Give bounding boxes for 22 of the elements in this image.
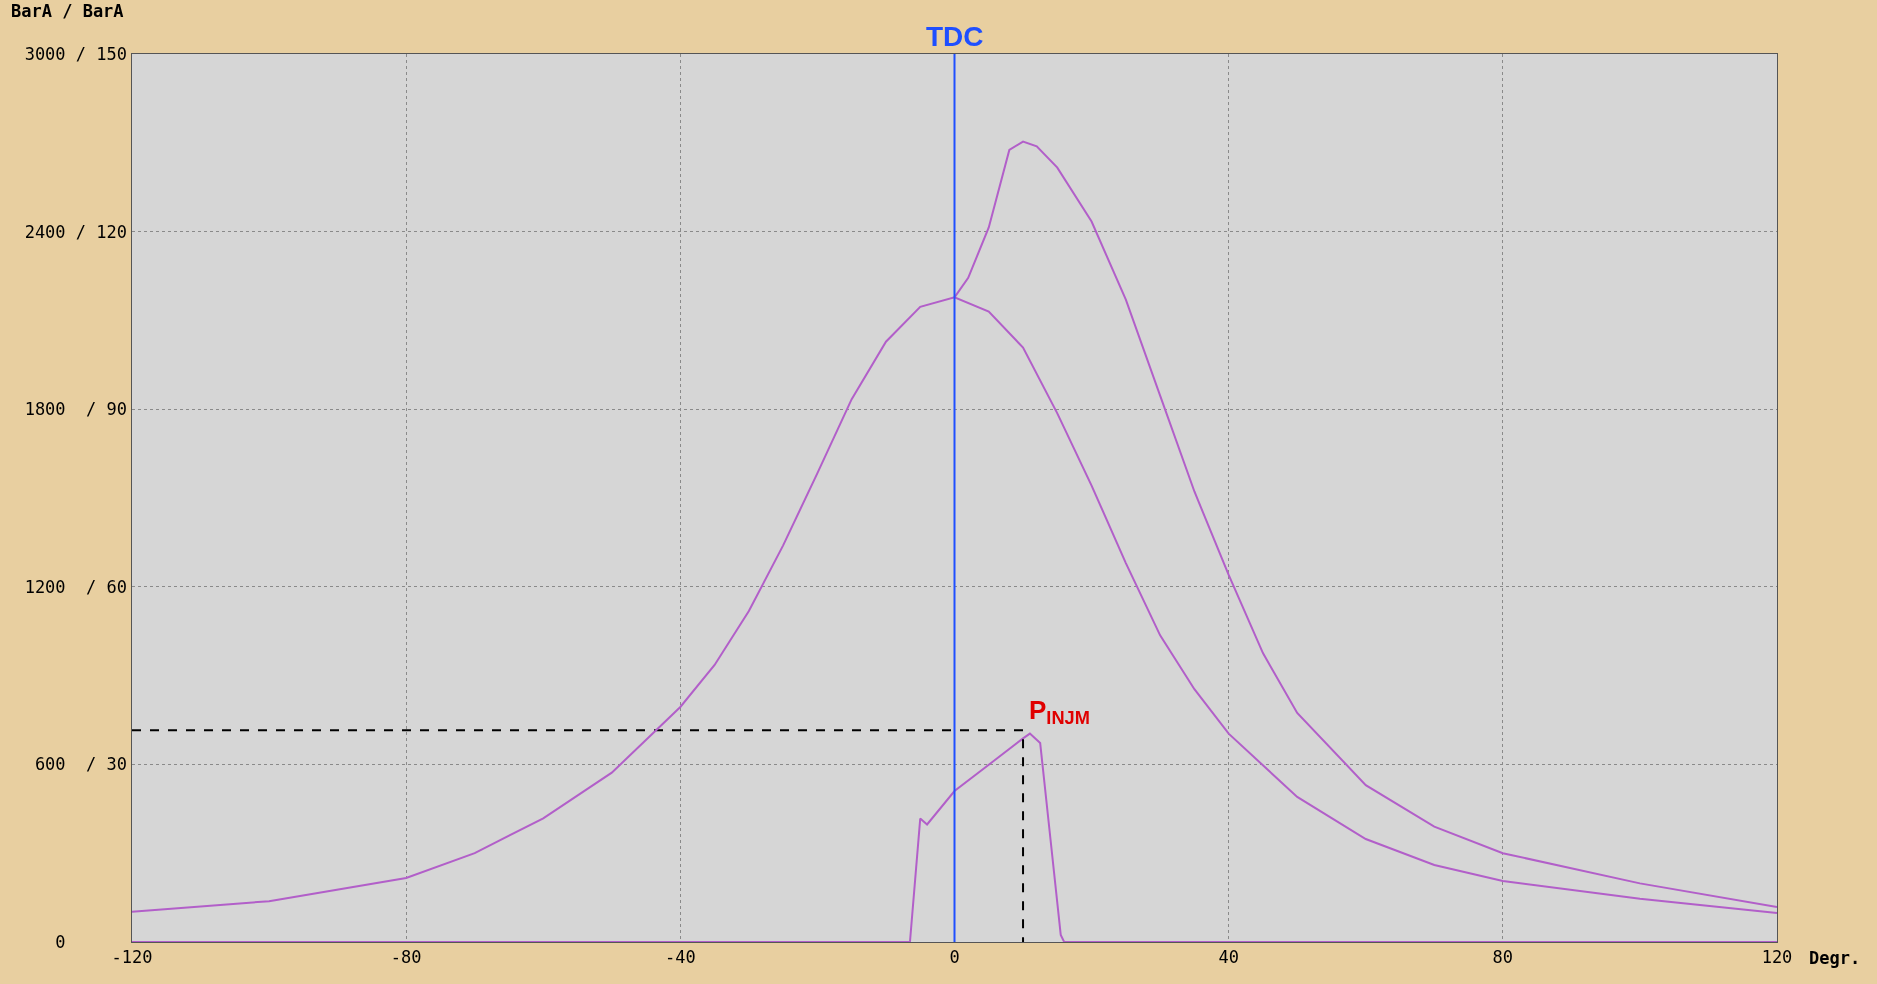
x-tick-label: -120 <box>111 947 153 968</box>
x-axis-title: Degr. <box>1809 948 1861 968</box>
y-tick-label: 1800 <box>24 399 66 420</box>
x-tick-label: 0 <box>949 947 960 968</box>
x-tick-label: 40 <box>1218 947 1239 968</box>
y2-tick-label: / 90 <box>86 399 127 420</box>
y-tick-label: 3000 <box>24 43 66 64</box>
y-tick-label: 1200 <box>24 576 66 597</box>
y2-tick-label: / 60 <box>86 576 127 597</box>
x-tick-label: 80 <box>1492 947 1514 968</box>
y2-tick-label: / 150 <box>75 43 127 64</box>
y2-tick-label: / 120 <box>75 221 127 242</box>
y-tick-label: 2400 <box>24 221 66 242</box>
y-tick-label: 600 <box>34 754 66 775</box>
annotation: P$_{INJM}$ <box>1029 695 1090 729</box>
x-tick-label: -40 <box>664 947 696 968</box>
ref-line-label: TDC <box>926 21 984 52</box>
y-axis-title: BarA / BarA <box>11 1 124 21</box>
y2-tick-label: / 30 <box>86 754 127 775</box>
x-tick-label: 120 <box>1761 947 1793 968</box>
x-tick-label: -80 <box>390 947 422 968</box>
y-tick-label: 0 <box>55 931 66 952</box>
